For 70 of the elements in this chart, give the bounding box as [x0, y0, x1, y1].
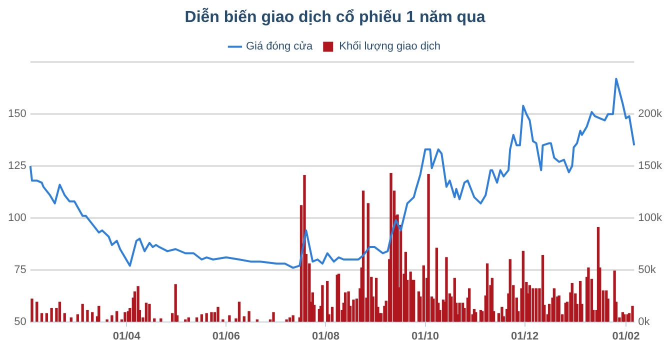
bar — [205, 313, 208, 322]
bar — [445, 257, 448, 322]
bar — [86, 310, 89, 322]
bar — [366, 203, 370, 322]
bar — [508, 259, 512, 322]
bar — [36, 302, 38, 322]
bar — [486, 263, 489, 322]
bar — [98, 306, 100, 322]
bar — [40, 313, 44, 322]
bar — [106, 319, 108, 322]
bar — [528, 285, 532, 322]
bar — [352, 300, 355, 322]
x-tick-label: 01/02 — [612, 330, 640, 342]
bar — [468, 288, 471, 322]
bar — [76, 314, 80, 322]
bar — [248, 311, 250, 322]
bar — [148, 304, 151, 322]
y2-tick-label: 0k — [638, 316, 650, 328]
y2-tick-label: 200k — [638, 108, 662, 120]
bar — [570, 283, 574, 322]
y-tick-label: 150 — [8, 108, 26, 120]
bar — [228, 315, 231, 322]
y2-tick-label: 100k — [638, 212, 662, 224]
bar — [81, 304, 84, 322]
bar — [238, 302, 241, 322]
chart-title: Diễn biến giao dịch cổ phiếu 1 năm qua — [184, 7, 486, 26]
bar — [91, 312, 94, 322]
bar — [330, 306, 334, 322]
bar — [474, 312, 478, 322]
y-tick-label: 100 — [8, 212, 26, 224]
bar — [50, 308, 53, 322]
y-tick-label: 75 — [14, 264, 26, 276]
bar — [200, 314, 204, 322]
bar — [587, 267, 590, 322]
x-tick-label: 01/08 — [312, 330, 340, 342]
bar — [344, 292, 347, 322]
x-tick-label: 01/04 — [112, 330, 142, 342]
bar — [30, 298, 34, 322]
bar — [522, 250, 525, 322]
x-tick-label: 01/12 — [511, 330, 539, 342]
bar — [63, 313, 66, 322]
bar — [534, 288, 538, 322]
bar — [422, 265, 425, 322]
bar — [124, 312, 126, 322]
bar — [631, 306, 634, 322]
bar — [458, 302, 461, 322]
bar — [144, 302, 148, 322]
bar — [427, 174, 430, 322]
bar — [216, 306, 220, 322]
legend-label: Giá đóng cửa — [246, 40, 314, 53]
bar — [285, 319, 288, 322]
bar — [552, 288, 556, 322]
bar — [210, 312, 213, 322]
bar — [58, 302, 62, 322]
bar — [390, 172, 392, 322]
y2-tick-label: 50k — [638, 264, 656, 276]
y-tick-label: 50 — [14, 316, 26, 328]
bar — [116, 311, 118, 322]
legend-label: Khối lượng giao dịch — [339, 40, 441, 53]
y-tick-label: 125 — [8, 160, 26, 172]
bar — [321, 285, 324, 322]
bar — [292, 315, 294, 322]
y2-tick-label: 150k — [638, 160, 662, 172]
x-tick-label: 01/06 — [212, 330, 240, 342]
bar — [532, 288, 534, 322]
bar — [45, 313, 48, 322]
x-tick-label: 01/10 — [412, 330, 440, 342]
bar — [272, 312, 275, 322]
bar — [110, 315, 114, 322]
bar — [362, 190, 365, 322]
